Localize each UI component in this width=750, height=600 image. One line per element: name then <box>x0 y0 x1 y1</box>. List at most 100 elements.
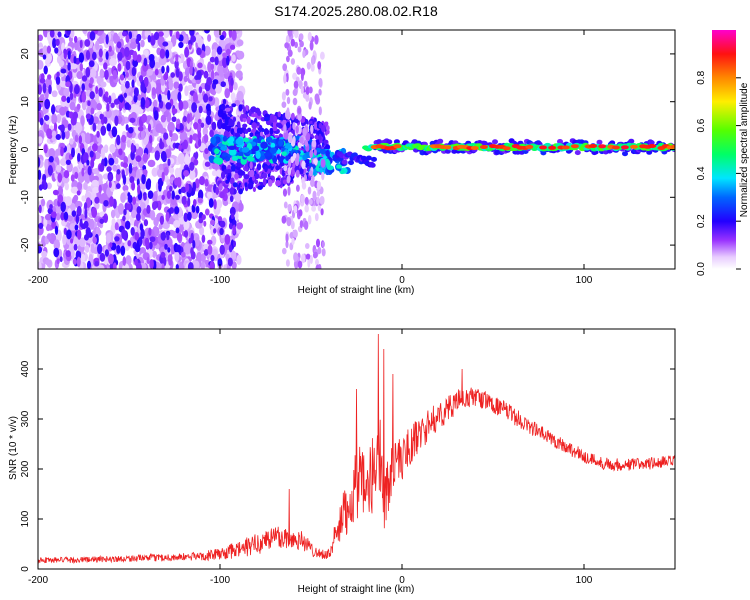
spectrogram-cell <box>297 46 302 53</box>
spectrogram-cell <box>85 113 91 120</box>
spectrogram-cell <box>257 185 263 190</box>
spectrogram-cell <box>159 215 165 225</box>
spectrogram-cell <box>222 98 227 105</box>
spectrogram-cell <box>160 114 167 123</box>
spectrogram-cell <box>56 113 62 124</box>
spectrogram-cell <box>249 161 253 170</box>
spectrogram-cell <box>134 258 138 266</box>
spectrogram-cell <box>319 148 327 155</box>
spectrogram-cell <box>173 219 181 229</box>
spectrogram-cell <box>325 125 330 132</box>
spectrogram-cell <box>219 220 226 228</box>
spectrogram-cell <box>226 174 231 181</box>
spectrogram-cell <box>85 132 91 144</box>
spectrogram-cell <box>210 63 215 71</box>
spectrogram-cell <box>143 219 149 227</box>
spectrogram-cell <box>189 161 195 171</box>
spectrogram-cell <box>95 86 99 95</box>
spectrogram-cell <box>286 107 290 116</box>
spectrogram-cell <box>151 201 157 211</box>
spectrogram-cell <box>183 169 190 177</box>
spectrogram-cell <box>50 113 58 125</box>
spectrogram-cell <box>99 164 105 172</box>
spectrogram-cell <box>139 75 144 83</box>
spectrogram-cell <box>316 196 320 205</box>
spectrogram-cell <box>310 56 315 66</box>
spectrogram-cell <box>99 252 106 262</box>
spectrogram-cell <box>194 151 199 160</box>
spectrogram-cell <box>78 52 85 64</box>
spectrogram-cell <box>161 263 165 269</box>
spectrogram-cell <box>149 236 156 243</box>
spectrogram-cell <box>254 173 260 180</box>
spectrogram-cell <box>192 181 197 192</box>
spectrogram-cell <box>237 50 245 60</box>
spectrogram-cell <box>189 169 196 181</box>
spectrogram-cell <box>318 77 323 88</box>
spectrogram-cell <box>238 188 243 195</box>
spectrogram-cell <box>198 217 204 224</box>
spectrogram-cell <box>88 60 95 68</box>
spectrogram-cell <box>314 93 320 103</box>
spectrogram-cell <box>76 256 81 268</box>
spectrogram-cell <box>232 116 237 122</box>
spectrogram-cell <box>324 121 329 126</box>
spectrogram-cell <box>84 191 92 201</box>
spectrogram-cell <box>264 129 270 135</box>
spectrogram-cell <box>470 146 479 150</box>
spectrogram-cell <box>282 247 287 255</box>
spectrogram-cell <box>178 83 183 92</box>
spectrogram-cell <box>76 205 82 217</box>
spectrogram-cell <box>369 162 376 168</box>
spectrogram-cell <box>308 101 312 110</box>
spectrogram-cell <box>132 50 138 61</box>
spectrogram-cell <box>183 230 189 238</box>
spectrogram-cell <box>241 113 248 119</box>
spectrogram-cell <box>162 41 169 47</box>
spectrogram-cell <box>284 42 290 49</box>
spectrogram-cell <box>229 187 234 195</box>
spectrogram-cell <box>106 123 112 132</box>
spectrogram-cell <box>197 197 203 204</box>
spectrogram-cell <box>231 30 237 41</box>
spectrogram-cell <box>148 135 153 144</box>
spectrogram-cell <box>171 133 179 142</box>
spectrogram-cell <box>319 195 325 205</box>
spectrogram-cell <box>81 83 85 91</box>
spectrogram-cell <box>123 208 127 216</box>
spectrogram-cell <box>128 31 133 40</box>
spectrogram-cell <box>103 199 109 207</box>
spectrogram-cell <box>596 139 603 145</box>
spectrogram-cell <box>234 191 241 203</box>
spectrogram-cell <box>210 254 215 262</box>
spectrogram-cell <box>247 155 254 161</box>
spectrogram-cell <box>179 131 188 142</box>
spectrogram-cell <box>67 50 71 60</box>
spectrogram-cell <box>135 168 141 180</box>
spectrogram-cell <box>122 184 129 192</box>
spectrogram-cell <box>95 40 100 51</box>
spectrogram-cell <box>92 116 99 124</box>
spectrogram-cell <box>249 132 254 138</box>
colorbar-tick-label: 0.8 <box>696 70 707 84</box>
spectrogram-cell <box>64 129 70 140</box>
spectrogram-cell <box>183 115 187 123</box>
spectrogram-cell <box>228 145 236 150</box>
spectrogram-ytick-label: -10 <box>20 190 31 205</box>
spectrogram-cell <box>313 149 317 156</box>
spectrogram-cell <box>151 250 158 259</box>
spectrogram-cell <box>236 39 244 47</box>
spectrogram-cell <box>136 206 142 215</box>
spectrogram-cell <box>59 142 66 149</box>
spectrogram-cell <box>219 34 225 41</box>
spectrogram-cell <box>290 112 295 121</box>
spectrogram-cell <box>130 227 135 236</box>
spectrogram-cell <box>109 242 113 248</box>
spectrogram-cell <box>109 196 114 207</box>
spectrogram-cell <box>212 79 219 85</box>
spectrogram-cell <box>201 214 206 220</box>
snr-ytick-label: 0 <box>20 566 31 572</box>
spectrogram-cell <box>219 244 225 255</box>
spectrogram-cell <box>193 158 199 166</box>
spectrogram-cell <box>125 124 129 131</box>
